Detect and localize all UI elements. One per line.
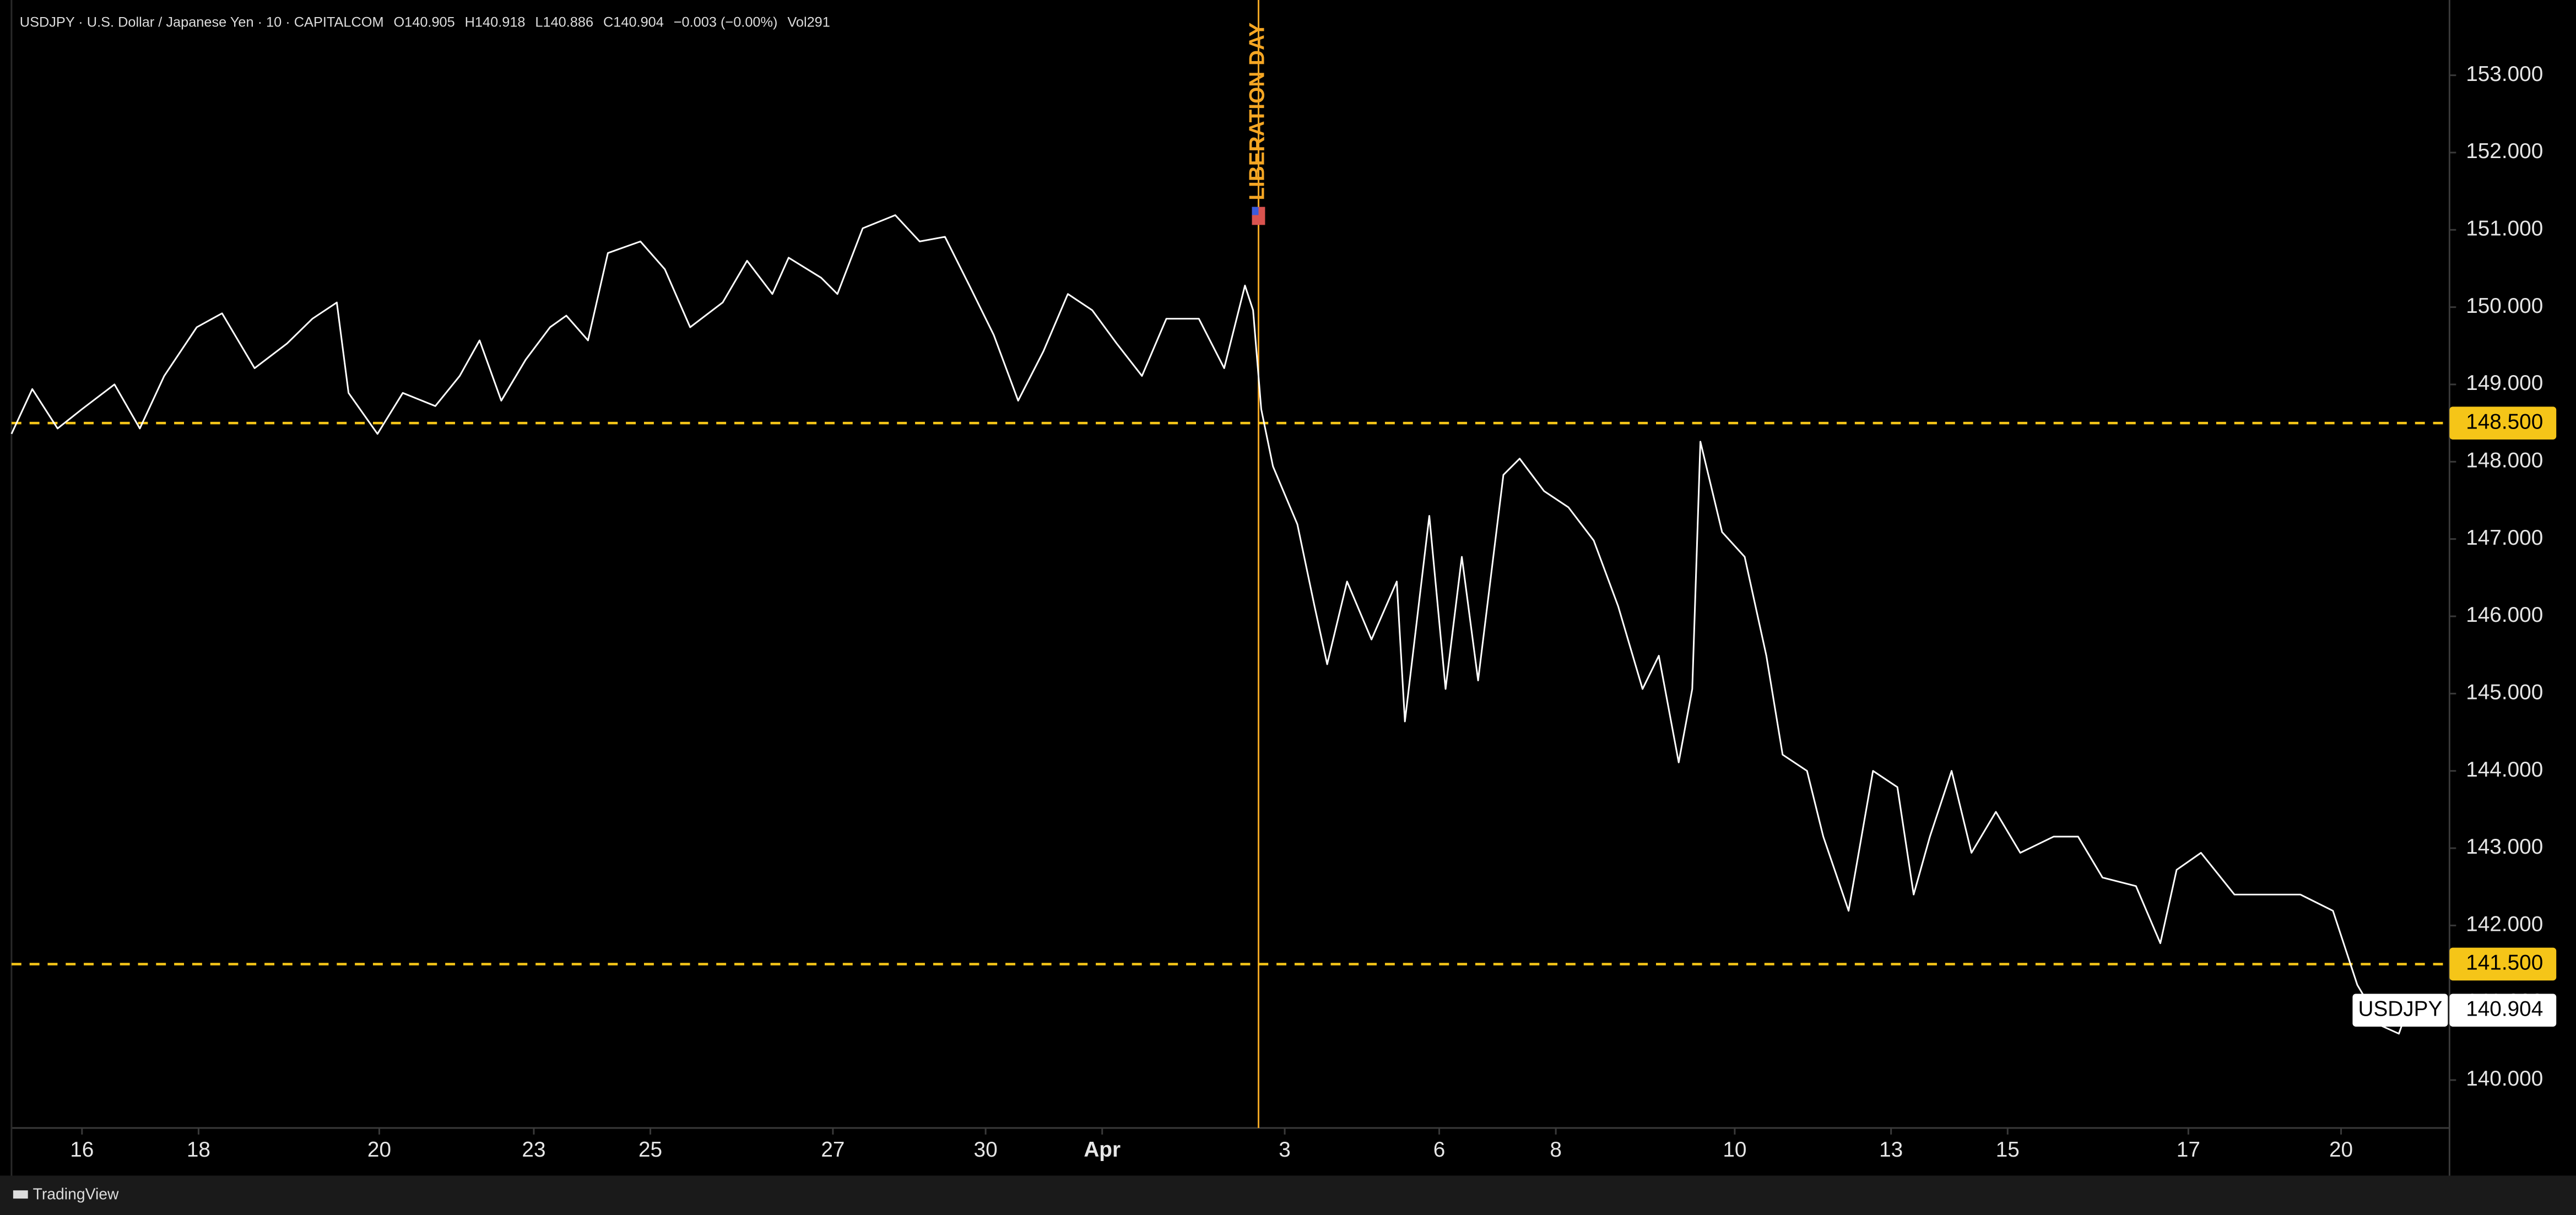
symbol-label: USDJPY [2358, 997, 2442, 1021]
level-label: 148.500 [2466, 410, 2543, 433]
x-tick-label: 3 [1279, 1138, 1291, 1162]
ohlc-value: H140.918 [465, 14, 526, 30]
ohlc-value: −0.003 (−0.00%) [674, 14, 778, 30]
x-tick-label: 25 [638, 1138, 662, 1162]
level-label-bg [2449, 947, 2557, 981]
y-tick-label: 150.000 [2466, 294, 2543, 318]
brand: TradingView [33, 1186, 119, 1203]
ohlc-value: Vol291 [787, 14, 830, 30]
y-tick-label: 145.000 [2466, 681, 2543, 704]
ohlc-value: C140.904 [603, 14, 664, 30]
y-tick-label: 147.000 [2466, 526, 2543, 550]
x-tick-label: 13 [1879, 1138, 1903, 1162]
last-price-bg [2449, 994, 2557, 1027]
y-tick-label: 142.000 [2466, 913, 2543, 936]
x-tick-label: 16 [70, 1138, 94, 1162]
event-flag-canton [1252, 207, 1259, 215]
x-tick-label: 18 [187, 1138, 210, 1162]
price-line [10, 214, 2408, 1035]
x-tick-label: 17 [2177, 1138, 2200, 1162]
x-tick-label: Apr [1084, 1138, 1121, 1162]
last-price-label: 140.904 [2466, 997, 2543, 1021]
level-label: 141.500 [2466, 951, 2543, 975]
x-tick-label: 30 [974, 1138, 998, 1162]
y-tick-label: 152.000 [2466, 139, 2543, 163]
x-tick-label: 20 [2329, 1138, 2353, 1162]
x-tick-label: 8 [1550, 1138, 1562, 1162]
level-label-bg [2449, 406, 2557, 440]
y-tick-label: 143.000 [2466, 835, 2543, 859]
logo-mark [13, 1190, 28, 1199]
symbol-title: USDJPY · U.S. Dollar / Japanese Yen · 10… [20, 14, 384, 30]
x-tick-label: 27 [821, 1138, 845, 1162]
y-tick-label: 148.000 [2466, 449, 2543, 473]
y-tick-label: 144.000 [2466, 758, 2543, 782]
x-tick-label: 23 [522, 1138, 545, 1162]
y-tick-label: 153.000 [2466, 62, 2543, 86]
x-tick-label: 6 [1433, 1138, 1446, 1162]
event-label: LIBERATION DAY [1246, 23, 1269, 200]
ohlc-value: O140.905 [393, 14, 454, 30]
footer-bar [0, 1175, 2576, 1215]
y-tick-label: 149.000 [2466, 371, 2543, 395]
ohlc-value: L140.886 [535, 14, 593, 30]
symbol-label-bg [2352, 994, 2448, 1027]
y-tick-label: 146.000 [2466, 603, 2543, 627]
tradingview-logo [13, 1190, 28, 1199]
x-tick-label: 10 [1723, 1138, 1746, 1162]
y-tick-label: 140.000 [2466, 1067, 2543, 1091]
x-tick-label: 15 [1996, 1138, 2020, 1162]
x-tick-label: 20 [367, 1138, 391, 1162]
y-tick-label: 151.000 [2466, 217, 2543, 241]
